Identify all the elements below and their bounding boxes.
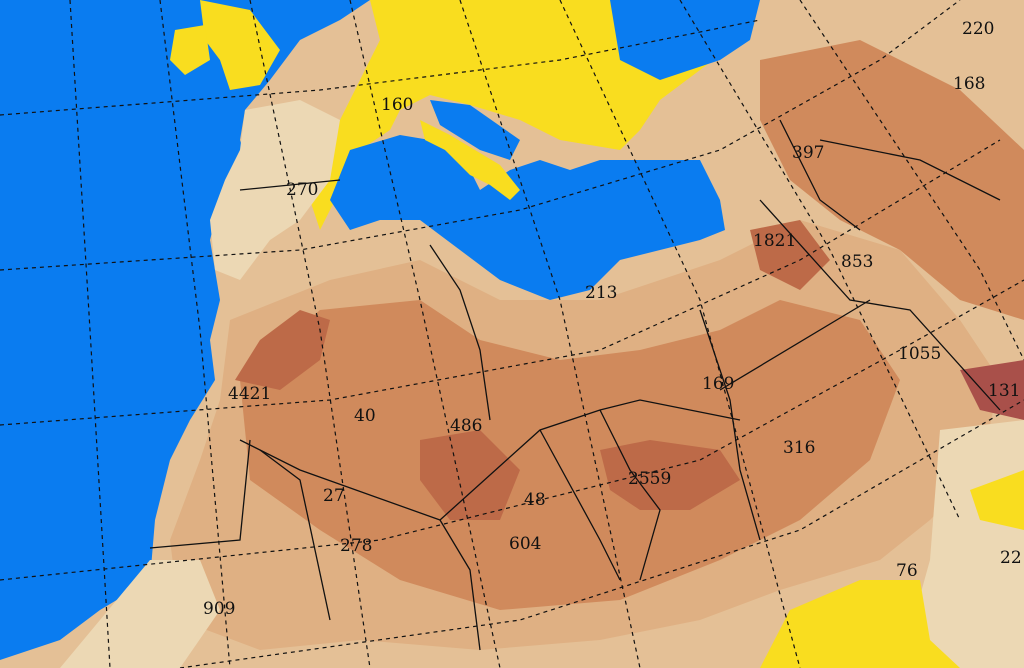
elevation-label: 278 [340,536,372,556]
elevation-label: 220 [962,19,994,39]
tibesti-peak [600,440,740,510]
coast-light [60,560,220,668]
elevation-label: 131 [988,381,1020,401]
yemen-peak [960,360,1024,420]
elevation-label: 22 [1000,548,1022,568]
elevation-labels: 220 168 160 397 270 1821 853 213 1055 13… [203,19,1022,619]
atlantic-ocean [0,0,370,660]
elevation-label: 270 [286,180,318,200]
elevation-label: 853 [841,252,873,272]
ireland [170,25,210,75]
elevation-label: 169 [702,374,734,394]
sahara-brown [240,300,900,610]
horn-lowland [970,470,1024,530]
elevation-label: 909 [203,599,235,619]
elevation-label: 1821 [753,231,796,251]
sahel-lowland [760,580,960,668]
elevation-label: 160 [381,95,413,115]
elevation-label: 486 [450,416,482,436]
red-sea-peaks [750,220,830,290]
elevation-label: 397 [792,143,824,163]
elevation-label: 1055 [898,344,941,364]
elevation-label: 168 [953,74,985,94]
atlas-peak [235,310,330,390]
iberia [210,100,340,280]
italy [420,120,520,200]
elevation-label: 604 [509,534,541,554]
britain [200,0,280,90]
elevation-label: 4421 [228,384,271,404]
mediterranean-sea [330,135,725,300]
elevation-label: 213 [585,283,617,303]
elevation-label: 316 [783,438,815,458]
black-sea [610,0,760,80]
elevation-label: 76 [896,561,918,581]
arabia-brown [760,40,1024,320]
country-borders [149,119,1001,651]
elevation-label: 48 [524,490,546,510]
adriatic-sea [430,100,520,160]
elevation-label: 2559 [628,469,671,489]
elevation-label: 27 [323,486,345,506]
elevation-label: 40 [354,406,376,426]
hoggar-brown [420,430,520,520]
